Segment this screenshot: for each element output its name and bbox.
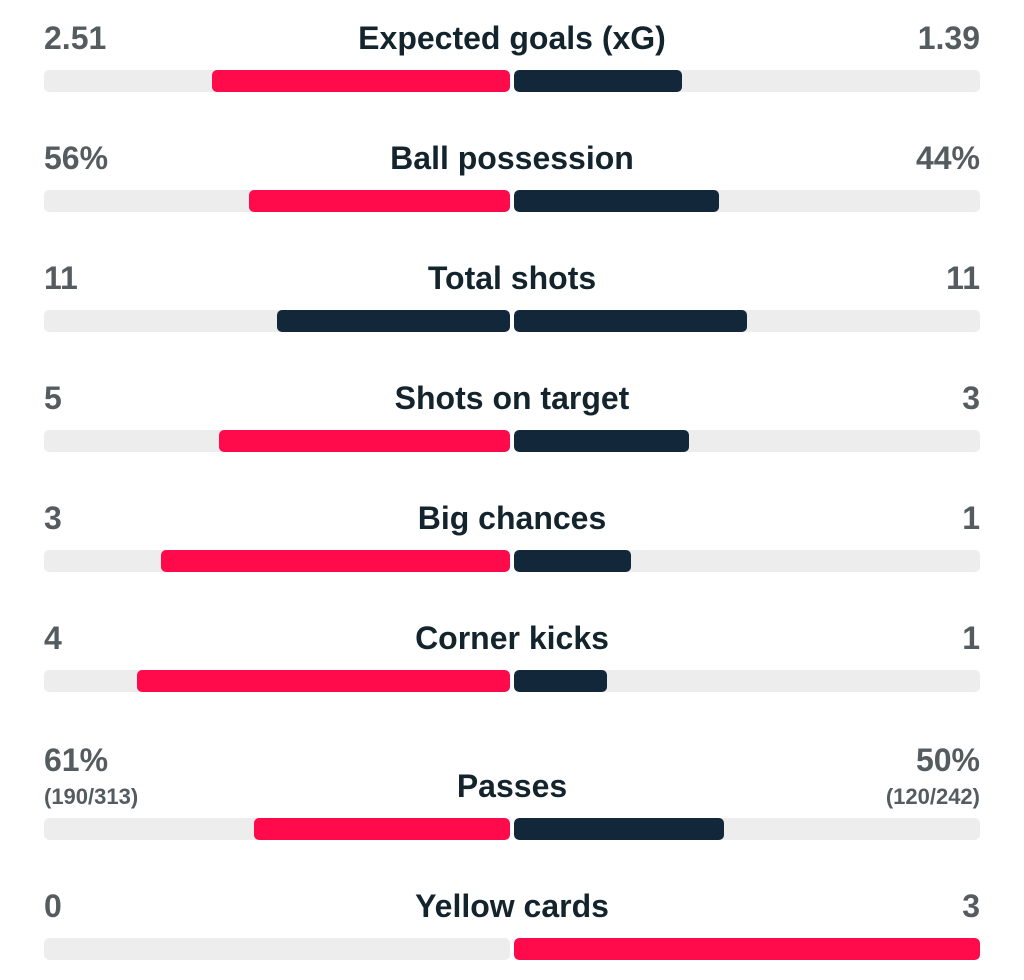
away-sub-value: (120/242)	[885, 784, 980, 809]
stat-row-ball-possession: 56% Ball possession 44%	[44, 120, 980, 220]
away-value: 1	[962, 500, 980, 536]
away-bar-track	[514, 310, 980, 332]
away-bar-track	[514, 938, 980, 960]
home-bar-fill	[249, 190, 510, 212]
away-bar-fill	[514, 190, 720, 212]
away-value: 3	[962, 380, 980, 416]
stat-label: Shots on target	[394, 380, 630, 416]
away-bar-track	[514, 70, 980, 92]
away-bar-fill	[514, 550, 631, 572]
stat-label: Ball possession	[390, 140, 634, 176]
away-bar-fill	[514, 310, 747, 332]
away-bar-fill	[514, 430, 689, 452]
home-value: 2.51	[44, 20, 107, 56]
home-value: 0	[44, 888, 62, 924]
home-bar-track	[44, 310, 510, 332]
away-bar-fill	[514, 670, 608, 692]
stat-label: Big chances	[417, 500, 607, 536]
away-bar-fill	[514, 70, 682, 92]
away-value: 11	[946, 260, 980, 296]
home-value: 3	[44, 500, 62, 536]
stat-label: Expected goals (xG)	[358, 20, 666, 56]
away-bar-fill	[514, 938, 980, 960]
stat-label: Yellow cards	[415, 888, 609, 924]
home-bar-track	[44, 550, 510, 572]
away-bar-track	[514, 190, 980, 212]
stat-row-shots-on-target: 5 Shots on target 3	[44, 360, 980, 460]
stat-row-passes: 61% (190/313) Passes 50% (120/242)	[44, 742, 980, 848]
away-value: 50%	[915, 742, 980, 778]
stat-row-expected-goals: 2.51 Expected goals (xG) 1.39	[44, 0, 980, 100]
away-bar-track	[514, 550, 980, 572]
home-bar-fill	[218, 430, 510, 452]
home-value: 5	[44, 380, 62, 416]
home-value: 61%	[44, 742, 109, 778]
away-bar-track	[514, 430, 980, 452]
home-bar-track	[44, 190, 510, 212]
home-value: 11	[44, 260, 78, 296]
away-bar-track	[514, 670, 980, 692]
home-bar-fill	[277, 310, 510, 332]
stat-row-big-chances: 3 Big chances 1	[44, 480, 980, 580]
stat-row-corner-kicks: 4 Corner kicks 1	[44, 600, 980, 700]
away-bar-fill	[514, 818, 724, 840]
away-value: 1.39	[917, 20, 980, 56]
home-bar-fill	[137, 670, 510, 692]
stat-row-total-shots: 11 Total shots 11	[44, 240, 980, 340]
stat-row-yellow-cards: 0 Yellow cards 3	[44, 868, 980, 968]
home-bar-track	[44, 430, 510, 452]
away-bar-track	[514, 818, 980, 840]
stat-label: Total shots	[427, 260, 597, 296]
home-bar-fill	[253, 818, 510, 840]
home-sub-value: (190/313)	[44, 784, 139, 809]
home-value: 56%	[44, 140, 109, 176]
home-bar-fill	[211, 70, 510, 92]
away-value: 44%	[915, 140, 980, 176]
stat-label: Corner kicks	[415, 620, 609, 656]
away-value: 1	[962, 620, 980, 656]
home-bar-track	[44, 818, 510, 840]
home-value: 4	[44, 620, 62, 656]
away-value: 3	[962, 888, 980, 924]
home-bar-track	[44, 70, 510, 92]
home-bar-track	[44, 938, 510, 960]
home-bar-track	[44, 670, 510, 692]
stat-label: Passes	[456, 768, 568, 804]
home-bar-fill	[160, 550, 510, 572]
